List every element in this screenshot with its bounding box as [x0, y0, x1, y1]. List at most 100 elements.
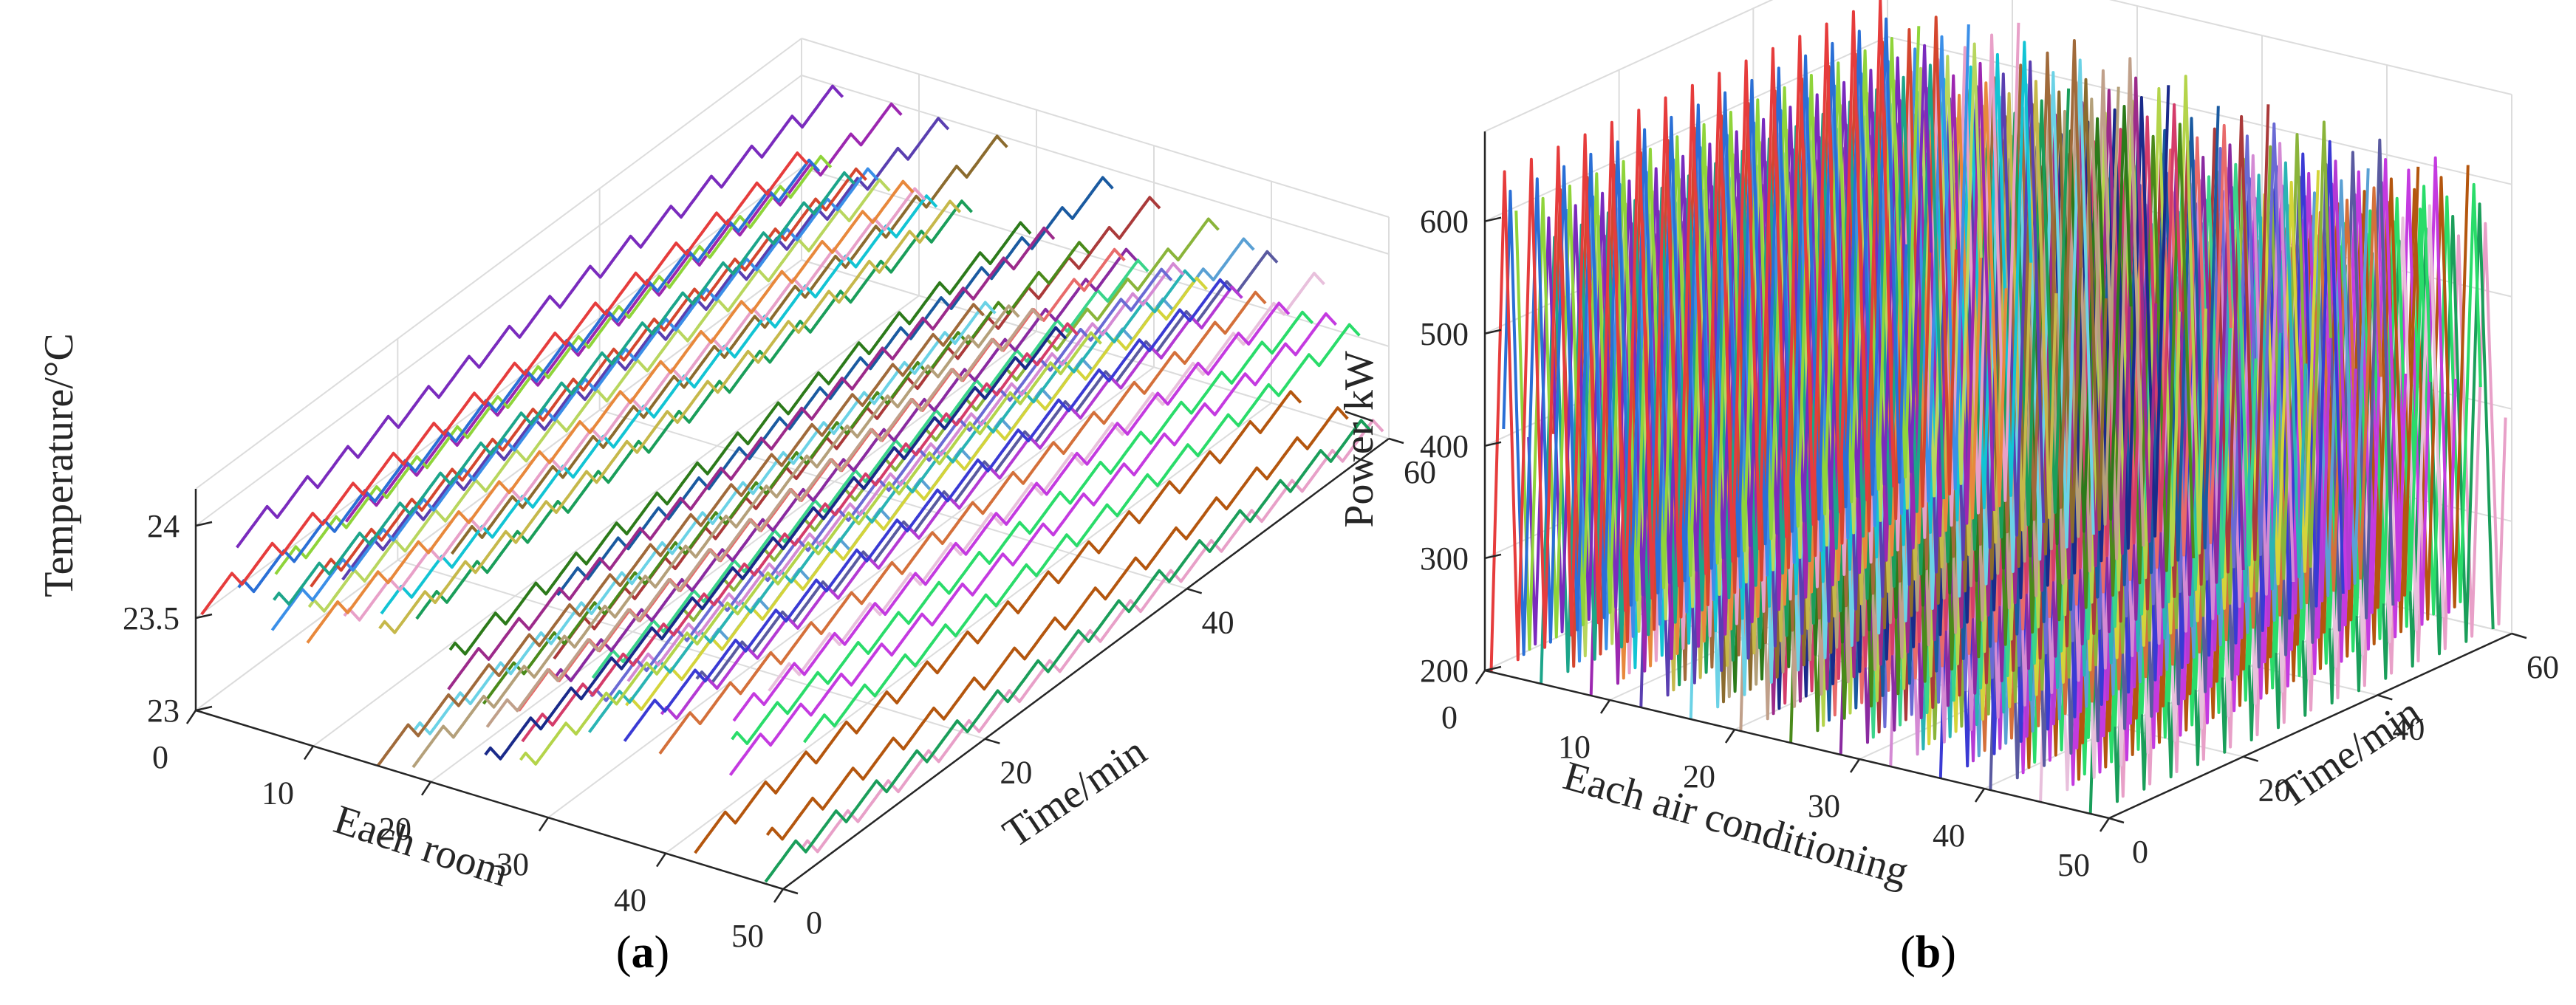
ac-31-power-line	[1864, 104, 2270, 734]
y-tick-mark	[2243, 755, 2259, 762]
x-tick-mark	[1974, 788, 1986, 803]
room-21-temperature-line	[485, 307, 1044, 728]
series-group-a	[200, 84, 1384, 883]
z-tick-label: 200	[1420, 653, 1469, 689]
room-22-temperature-line	[447, 226, 1056, 690]
z-tick-label: 23.5	[123, 600, 180, 637]
room-25-temperature-line	[482, 241, 1090, 705]
room-19-temperature-line	[411, 304, 1020, 769]
y-axis-label-a: Time/min	[995, 728, 1155, 857]
room-11-temperature-line	[343, 187, 926, 622]
room-47-temperature-line	[765, 406, 1349, 841]
ac-1-power-line	[1489, 0, 1896, 673]
y-axis-line	[2108, 632, 2512, 820]
room-1-temperature-line	[200, 151, 809, 616]
gridline-y	[397, 559, 985, 740]
y-tick-mark	[2511, 632, 2527, 639]
room-9-temperature-line	[344, 102, 903, 523]
x-tick-label: 50	[731, 918, 764, 954]
y-tick-mark	[2377, 694, 2393, 701]
gridline-z	[195, 75, 802, 526]
y-tick-mark	[1186, 588, 1203, 594]
ac-27-power-line	[1814, 106, 2220, 722]
ac-35-power-line	[1914, 170, 2320, 746]
room-30-temperature-line	[591, 258, 1149, 679]
room-40-temperature-line	[658, 290, 1267, 755]
x-tick-mark	[185, 710, 197, 724]
ac-3-power-line	[1514, 26, 1921, 651]
ac-43-power-line	[2014, 166, 2420, 769]
room-4-temperature-line	[236, 84, 844, 549]
x-axis-line	[195, 709, 784, 891]
caption-a: (a)	[616, 927, 669, 978]
gridline-x	[312, 295, 920, 747]
room-14-temperature-line	[378, 199, 962, 634]
x-axis-label-b: Each air conditioning	[1559, 752, 1913, 894]
y-tick-label: 0	[806, 905, 822, 941]
room-3-temperature-line	[274, 154, 833, 575]
room-35-temperature-line	[625, 276, 1208, 711]
box-edge	[801, 38, 1390, 218]
z-tick-mark	[195, 613, 213, 620]
gridline-x	[195, 259, 802, 711]
ac-23-power-line	[1764, 85, 2170, 710]
room-7-temperature-line	[270, 167, 879, 631]
box-edge	[2108, 0, 2512, 95]
x-tick-label: 10	[1558, 729, 1591, 765]
x-tick-label: 30	[1808, 788, 1840, 824]
x-tick-label: 20	[1683, 758, 1715, 795]
room-13-temperature-line	[341, 117, 950, 581]
room-27-temperature-line	[556, 176, 1114, 597]
z-tick-mark	[195, 521, 213, 527]
z-tick-mark	[1484, 553, 1502, 560]
box-edge	[1484, 0, 1774, 132]
room-43-temperature-line	[694, 390, 1302, 854]
room-49-temperature-line	[764, 419, 1373, 883]
z-tick-mark	[1484, 441, 1502, 447]
room-10-temperature-line	[306, 179, 915, 644]
series-group-b	[1489, 0, 2507, 814]
room-15-temperature-line	[415, 199, 973, 620]
z-tick-mark	[1484, 329, 1502, 335]
x-tick-mark	[1599, 699, 1611, 714]
room-20-temperature-line	[448, 221, 1032, 656]
x-tick-label: 10	[262, 775, 294, 811]
room-23-temperature-line	[484, 326, 1067, 761]
z-tick-label: 23	[147, 693, 180, 729]
room-34-temperature-line	[588, 269, 1197, 733]
z-axis-label-b: Power/kW	[1336, 351, 1382, 528]
ac-15-power-line	[1664, 88, 2071, 687]
x-tick-label: 0	[1441, 699, 1458, 735]
ac-19-power-line	[1714, 86, 2120, 699]
room-6-temperature-line	[310, 167, 867, 588]
x-tick-mark	[655, 852, 667, 868]
x-tick-mark	[420, 781, 432, 796]
room-46-temperature-line	[728, 312, 1337, 776]
x-tick-mark	[1475, 670, 1486, 685]
ac-2-power-line	[1502, 17, 1908, 656]
y-tick-label: 20	[2258, 772, 2291, 809]
z-tick-mark	[195, 705, 213, 712]
room-44-temperature-line	[731, 310, 1314, 745]
x-tick-label: 30	[496, 846, 529, 882]
y-tick-mark	[984, 738, 1000, 744]
y-tick-label: 40	[2392, 710, 2425, 747]
z-tick-label: 500	[1420, 316, 1469, 352]
room-16-temperature-line	[376, 303, 985, 767]
y-tick-label: 60	[2527, 649, 2559, 685]
x-axis-label-a: Each room	[329, 797, 514, 896]
room-24-temperature-line	[521, 322, 1079, 743]
z-tick-mark	[1484, 216, 1502, 222]
gridline-z	[195, 167, 802, 619]
gridline-x	[665, 402, 1272, 854]
y-tick-label: 40	[1202, 604, 1234, 640]
room-48-temperature-line	[802, 323, 1361, 744]
room-38-temperature-line	[660, 285, 1243, 720]
x-tick-label: 40	[1933, 817, 1965, 854]
room-42-temperature-line	[732, 301, 1291, 722]
caption-b: (b)	[1900, 927, 1956, 978]
gridline-y	[599, 409, 1187, 590]
